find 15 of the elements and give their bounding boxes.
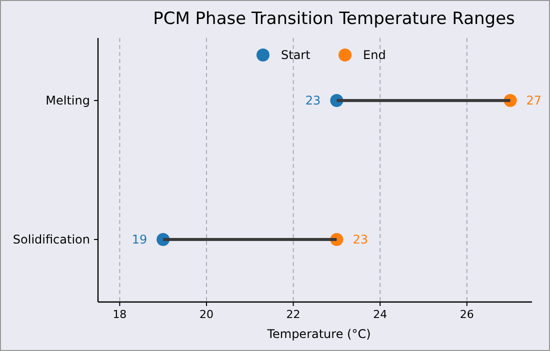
y-tick-label: Solidification (12, 232, 90, 247)
x-tick-label: 24 (373, 308, 388, 321)
x-tick-label: 18 (112, 308, 127, 321)
data-label: 23 (305, 94, 321, 108)
x-tick-label: 20 (200, 308, 214, 321)
chart-title: PCM Phase Transition Temperature Ranges (153, 9, 516, 29)
x-tick-label: 22 (286, 308, 300, 321)
x-axis-title: Temperature (°C) (266, 327, 371, 341)
x-tick-label: 26 (460, 308, 474, 321)
legend-label: Start (281, 48, 311, 62)
data-label: 23 (352, 232, 368, 247)
data-label: 19 (132, 232, 148, 247)
y-tick-label: Melting (46, 94, 90, 108)
legend-label: End (363, 48, 386, 62)
data-label: 27 (526, 94, 542, 108)
